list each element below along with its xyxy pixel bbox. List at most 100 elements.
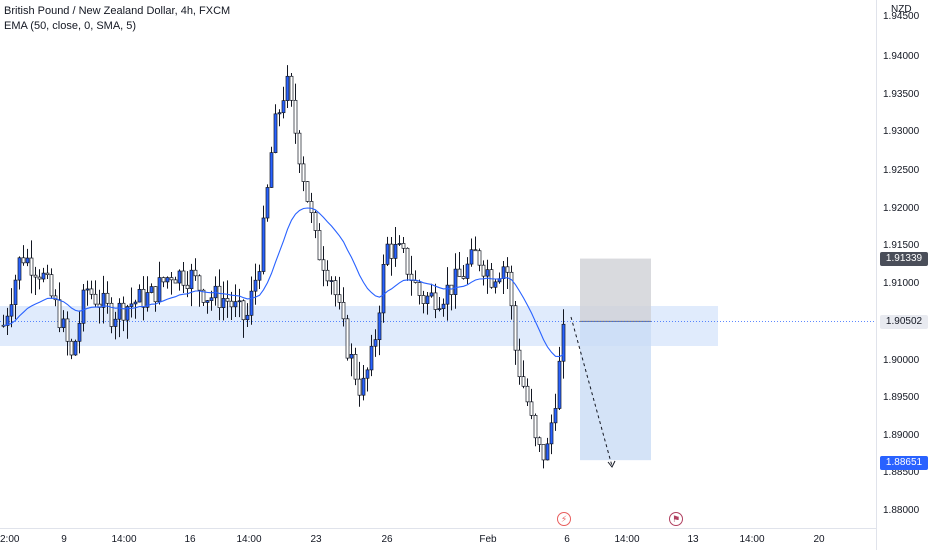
candle-body xyxy=(325,269,330,282)
candle-body xyxy=(181,270,186,286)
candle-body xyxy=(45,272,50,275)
candle-body xyxy=(381,263,386,314)
target-price-tag: 1.88651 xyxy=(880,456,928,470)
candle-body xyxy=(453,268,458,295)
candle-body xyxy=(257,271,262,281)
candle-body xyxy=(517,349,522,378)
ema-indicator-label[interactable]: EMA (50, close, 0, SMA, 5) xyxy=(4,20,137,32)
price-tick-label: 1.89000 xyxy=(883,430,920,441)
candle-body xyxy=(437,308,442,311)
candle-body xyxy=(553,408,558,424)
candle-body xyxy=(285,75,290,101)
candle-body xyxy=(561,323,566,362)
candle-body xyxy=(269,152,274,188)
price-tick-label: 1.88000 xyxy=(883,505,920,516)
price-tick-label: 1.91500 xyxy=(883,240,920,251)
candle-body xyxy=(341,301,346,320)
take-profit-zone xyxy=(580,321,651,461)
candle-body xyxy=(205,300,210,303)
candle-body xyxy=(249,290,254,316)
candle-body xyxy=(141,288,146,308)
candle-body xyxy=(61,318,66,329)
price-tick-label: 1.90000 xyxy=(883,355,920,366)
candle-body xyxy=(357,378,362,396)
candle-body xyxy=(197,275,202,291)
symbol-title[interactable]: British Pound / New Zealand Dollar, 4h, … xyxy=(4,5,231,17)
price-tick-label: 1.91000 xyxy=(883,278,920,289)
candle-body xyxy=(445,284,450,305)
price-tick-label: 1.92000 xyxy=(883,203,920,214)
candle-body xyxy=(165,277,170,283)
projection-arrow xyxy=(570,316,613,467)
candle-body xyxy=(377,312,382,341)
candle-body xyxy=(401,243,406,249)
candle-body xyxy=(313,212,318,231)
candle-body xyxy=(185,284,190,290)
candle-body xyxy=(245,314,250,321)
candle-body xyxy=(69,340,74,356)
candle-body xyxy=(253,279,258,292)
time-tick-label: 23 xyxy=(310,534,322,545)
candle-body xyxy=(349,354,354,359)
chart-legend: British Pound / New Zealand Dollar, 4h, … xyxy=(4,4,230,34)
candle-body xyxy=(297,132,302,165)
candle-body xyxy=(281,100,286,114)
candlestick-chart[interactable] xyxy=(0,0,876,528)
ema-line xyxy=(3,207,564,358)
candle-body xyxy=(13,279,18,305)
candle-body xyxy=(193,269,198,277)
candle-body xyxy=(117,302,122,320)
candle-body xyxy=(81,289,86,324)
price-tick-label: 1.92500 xyxy=(883,165,920,176)
candle-body xyxy=(25,257,30,264)
candle-body xyxy=(17,257,22,281)
current-price-tag: 1.90502 xyxy=(880,315,928,329)
price-tick-label: 1.88500 xyxy=(883,467,920,478)
candle-body xyxy=(149,286,154,293)
candle-body xyxy=(309,201,314,214)
candle-body xyxy=(373,339,378,347)
candle-body xyxy=(145,292,150,308)
time-tick-label: 16 xyxy=(184,534,196,545)
candle-body xyxy=(113,318,118,327)
candle-body xyxy=(177,270,182,284)
candle-body xyxy=(385,243,390,265)
candle-body xyxy=(261,217,266,272)
flag-icon[interactable]: ⚑ xyxy=(669,512,683,526)
price-tick-label: 1.94000 xyxy=(883,51,920,62)
time-tick-label: 14:00 xyxy=(236,534,262,545)
stop-price-tag: 1.91339 xyxy=(880,252,928,266)
candle-body xyxy=(229,300,234,308)
candle-body xyxy=(505,266,510,273)
candle-body xyxy=(469,249,474,265)
lightning-icon[interactable]: ⚡ xyxy=(557,512,571,526)
candle-body xyxy=(265,187,270,219)
candle-body xyxy=(125,306,130,321)
candle-body xyxy=(37,276,42,280)
candle-body xyxy=(169,277,174,281)
candle-body xyxy=(217,285,222,309)
candle-body xyxy=(133,301,138,305)
candle-body xyxy=(533,415,538,439)
price-tick-label: 1.93000 xyxy=(883,126,920,137)
candle-body xyxy=(77,322,82,342)
candle-body xyxy=(289,75,294,101)
candle-body xyxy=(477,250,482,266)
price-axis[interactable]: NZD 1.94500 1.94000 1.93500 1.93000 1.92500 1… xyxy=(876,0,932,550)
time-tick-label: 14:00 xyxy=(614,534,640,545)
candle-body xyxy=(209,297,214,301)
candle-body xyxy=(293,99,298,134)
candle-body xyxy=(221,298,226,309)
candle-body xyxy=(397,243,402,245)
candle-body xyxy=(137,288,142,303)
candle-body xyxy=(481,264,486,277)
candle-body xyxy=(9,304,14,317)
price-tick-label: 1.93500 xyxy=(883,89,920,100)
candle-body xyxy=(121,302,126,321)
currency-label[interactable]: NZD xyxy=(891,4,912,15)
candle-body xyxy=(429,292,434,297)
candle-body xyxy=(441,303,446,310)
candle-body xyxy=(305,181,310,202)
time-axis[interactable]: 2:00 9 14:00 16 14:00 23 26 Feb 6 14:00 13 14:00 20 xyxy=(0,528,876,550)
chart-area[interactable]: British Pound / New Zealand Dollar, 4h, … xyxy=(0,0,876,528)
